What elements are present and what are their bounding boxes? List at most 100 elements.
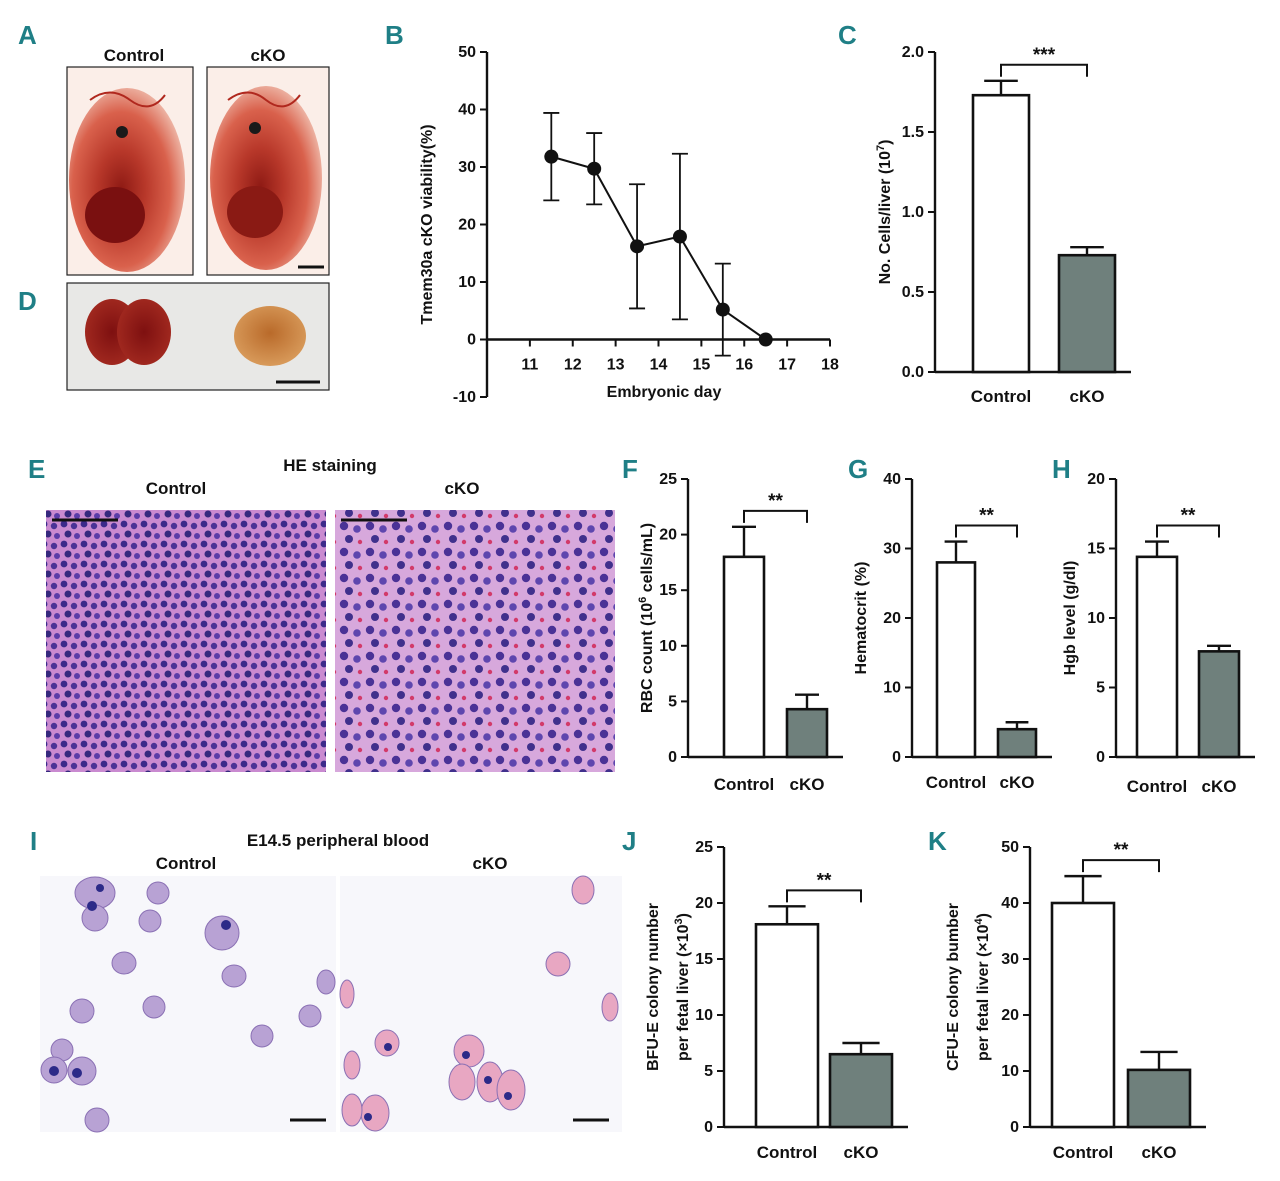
bar-cko (1057, 253, 1117, 374)
y-tick-label: 20 (1001, 1007, 1019, 1024)
y-tick-label: 20 (695, 895, 713, 912)
y-tick-label: 0.0 (902, 364, 924, 381)
significance-label: *** (1033, 45, 1056, 66)
panel-label-E: E (28, 454, 45, 484)
panelA-control-label: Control (104, 46, 164, 65)
panel-label-G: G (848, 454, 868, 484)
embryo-photo-cko (206, 66, 330, 276)
x-axis-label: Embryonic day (607, 384, 722, 401)
y-tick-label: 0 (704, 1119, 713, 1136)
y-tick-label: 40 (458, 102, 476, 119)
panelI-control-label: Control (156, 854, 216, 873)
panelI-title: E14.5 peripheral blood (247, 831, 429, 850)
bar-cko (828, 1052, 894, 1129)
bar-cko (1126, 1068, 1192, 1129)
embryo-photo-control (66, 66, 194, 276)
significance-bracket (743, 509, 808, 523)
y-tick-label: 0.5 (902, 284, 924, 301)
smear-image-cko (339, 875, 622, 1132)
panel-label-C: C (838, 20, 857, 50)
y-tick-label: 25 (659, 471, 677, 488)
bar-control (935, 561, 977, 759)
y-tick-label: 15 (695, 951, 713, 968)
y-tick-label: 30 (458, 159, 476, 176)
liver-photo (66, 282, 330, 391)
data-point (715, 302, 730, 317)
significance-label: ** (979, 506, 994, 527)
panel-label-F: F (622, 454, 638, 484)
bar-control (1135, 555, 1179, 759)
x-tick-label: 17 (778, 357, 796, 374)
y-axis-label: BFU-E colony number (645, 903, 662, 1071)
bar-control (971, 93, 1031, 374)
chart-C: 0.0 0.5 1.0 1.5 2.0 No. Cells/liver (107) Cont… (875, 44, 1131, 406)
x-category-label: cKO (1070, 387, 1105, 406)
chart-F: 0 5 10 15 20 25 RBC count (106 cells/mL) Contro… (637, 471, 843, 794)
significance-label: ** (768, 491, 783, 512)
he-image-cko (335, 510, 615, 772)
y-tick-label: 20 (883, 610, 901, 627)
y-axis-label: No. Cells/liver (107) (875, 140, 894, 285)
panelI-cko-label: cKO (473, 854, 508, 873)
panelE-cko-label: cKO (445, 479, 480, 498)
y-tick-label: 15 (659, 582, 677, 599)
significance-label: ** (817, 870, 832, 891)
x-tick-label: 14 (650, 357, 668, 374)
panelE-control-label: Control (146, 479, 206, 498)
y-tick-label: 20 (659, 527, 677, 544)
panel-label-I: I (30, 826, 37, 856)
x-category-label: Control (1127, 777, 1187, 796)
chart-K: 0 10 20 30 40 50 CFU-E colony bumber per fetal … (945, 839, 1206, 1162)
data-point (758, 332, 773, 347)
y-tick-label: 10 (1001, 1063, 1019, 1080)
data-point (630, 239, 645, 254)
y-tick-label: 0 (467, 332, 476, 349)
y-tick-label: 10 (659, 638, 677, 655)
bar-cko (996, 727, 1038, 759)
significance-bracket (1000, 63, 1088, 77)
bar-cko (1197, 650, 1241, 759)
x-tick-label: 18 (821, 357, 839, 374)
bar-control (722, 555, 766, 759)
y-tick-label: 15 (1087, 541, 1105, 558)
y-tick-label: 0 (892, 749, 901, 766)
y-axis-label: CFU-E colony bumber (945, 903, 962, 1071)
x-category-label: Control (1053, 1143, 1113, 1162)
x-category-label: Control (926, 773, 986, 792)
y-axis-label: Hematocrit (%) (853, 562, 870, 675)
y-axis-label: Tmem30a cKO viability(%) (419, 124, 436, 324)
significance-bracket (955, 524, 1018, 538)
y-tick-label: 1.5 (902, 124, 924, 141)
panelA-cko-label: cKO (251, 46, 286, 65)
x-category-label: Control (714, 775, 774, 794)
y-axis-label-2: per fetal liver (×103) (673, 913, 692, 1061)
significance-label: ** (1181, 506, 1196, 527)
significance-bracket (1082, 859, 1160, 873)
y-tick-label: 40 (883, 471, 901, 488)
y-tick-label: 25 (695, 839, 713, 856)
panel-label-K: K (928, 826, 947, 856)
x-tick-label: 11 (521, 357, 538, 374)
y-tick-label: 50 (458, 44, 476, 61)
y-tick-label: 5 (1096, 680, 1105, 697)
x-category-label: cKO (790, 775, 825, 794)
chart-J: 0 5 10 15 20 25 BFU-E colony number per fetal l… (645, 839, 908, 1162)
panelE-title: HE staining (283, 456, 377, 475)
y-tick-label: 1.0 (902, 204, 924, 221)
panel-label-D: D (18, 286, 37, 316)
y-tick-label: 10 (883, 680, 901, 697)
panel-label-J: J (622, 826, 636, 856)
data-point (587, 161, 602, 176)
y-tick-label: 40 (1001, 895, 1019, 912)
liver-cko (234, 306, 306, 366)
significance-bracket (786, 889, 862, 903)
y-tick-label: 5 (704, 1063, 713, 1080)
x-tick-label: 13 (607, 357, 625, 374)
y-tick-label: 50 (1001, 839, 1019, 856)
data-point (672, 229, 687, 244)
x-category-label: cKO (1142, 1143, 1177, 1162)
panel-label-A: A (18, 20, 37, 50)
y-tick-label: 0 (668, 749, 677, 766)
y-tick-label: 2.0 (902, 44, 924, 61)
x-tick-label: 12 (564, 357, 582, 374)
